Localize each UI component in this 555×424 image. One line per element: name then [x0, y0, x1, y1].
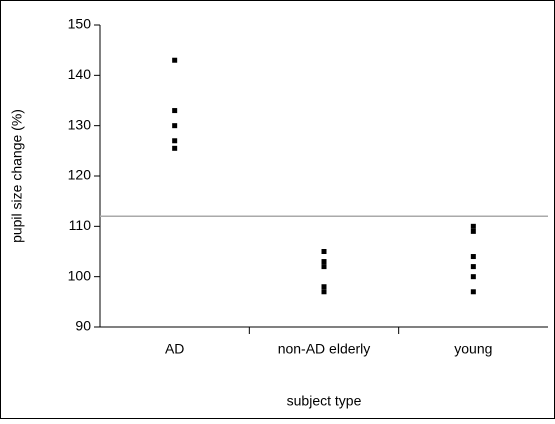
- y-tick-label: 140: [68, 66, 92, 82]
- x-axis-label: subject type: [287, 393, 362, 409]
- x-tick-label: young: [454, 341, 492, 357]
- point: [172, 138, 178, 144]
- point: [470, 274, 476, 280]
- point: [321, 249, 327, 254]
- point: [470, 228, 476, 234]
- point: [321, 289, 327, 295]
- x-tick-label: non-AD elderly: [278, 341, 371, 357]
- point: [172, 108, 178, 114]
- point: [321, 264, 327, 270]
- point: [470, 289, 476, 295]
- point: [172, 123, 178, 129]
- point: [470, 254, 476, 260]
- y-tick-label: 110: [69, 217, 92, 233]
- point: [470, 264, 476, 270]
- y-tick-label: 150: [68, 16, 92, 32]
- point: [172, 57, 178, 63]
- y-tick-label: 130: [68, 116, 92, 132]
- point: [321, 284, 327, 290]
- point: [172, 145, 178, 151]
- y-axis-label: pupil size change (%): [9, 109, 25, 243]
- x-tick-label: AD: [165, 341, 184, 357]
- y-tick-label: 100: [68, 267, 92, 283]
- point: [321, 259, 327, 265]
- point: [470, 223, 476, 229]
- y-tick-label: 120: [68, 167, 92, 183]
- y-tick-label: 90: [75, 318, 91, 334]
